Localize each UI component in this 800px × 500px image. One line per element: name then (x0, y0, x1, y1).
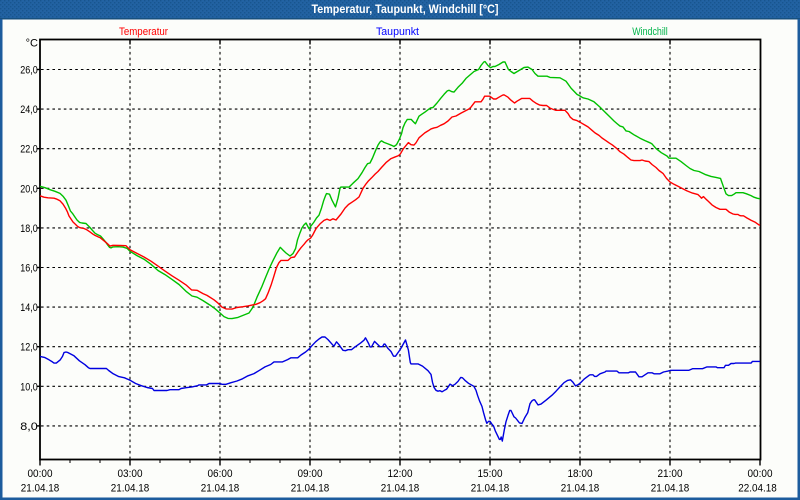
svg-text:21.04.18: 21.04.18 (111, 483, 150, 495)
svg-text:21.04.18: 21.04.18 (381, 483, 420, 495)
svg-text:26,0: 26,0 (20, 65, 38, 77)
svg-text:12:00: 12:00 (388, 468, 413, 480)
svg-text:00:00: 00:00 (748, 468, 773, 480)
svg-text:°C: °C (26, 38, 38, 50)
svg-text:16,0: 16,0 (20, 263, 38, 275)
svg-text:18,0: 18,0 (20, 223, 38, 235)
svg-text:Temperatur, Taupunkt, Windchil: Temperatur, Taupunkt, Windchill [°C] (312, 4, 499, 16)
svg-text:8,0: 8,0 (20, 421, 38, 433)
svg-text:Taupunkt: Taupunkt (376, 26, 419, 38)
svg-text:14,0: 14,0 (20, 302, 38, 314)
svg-text:09:00: 09:00 (298, 468, 323, 480)
svg-text:00:00: 00:00 (28, 468, 53, 480)
svg-text:21.04.18: 21.04.18 (291, 483, 330, 495)
svg-text:03:00: 03:00 (118, 468, 143, 480)
svg-text:20,0: 20,0 (20, 183, 38, 195)
svg-text:21.04.18: 21.04.18 (651, 483, 690, 495)
svg-text:22.04.18: 22.04.18 (738, 483, 777, 495)
svg-text:18:00: 18:00 (568, 468, 593, 480)
svg-text:06:00: 06:00 (208, 468, 233, 480)
svg-text:21.04.18: 21.04.18 (471, 483, 510, 495)
svg-text:Windchill: Windchill (632, 26, 668, 38)
svg-text:15:00: 15:00 (478, 468, 503, 480)
svg-text:21.04.18: 21.04.18 (21, 483, 60, 495)
svg-text:21.04.18: 21.04.18 (201, 483, 240, 495)
svg-text:21.04.18: 21.04.18 (561, 483, 600, 495)
svg-text:22,0: 22,0 (20, 144, 38, 156)
svg-text:10,0: 10,0 (20, 381, 38, 393)
svg-text:21:00: 21:00 (658, 468, 683, 480)
svg-text:Temperatur: Temperatur (119, 26, 168, 38)
svg-text:24,0: 24,0 (20, 104, 38, 116)
svg-text:12,0: 12,0 (20, 342, 38, 354)
